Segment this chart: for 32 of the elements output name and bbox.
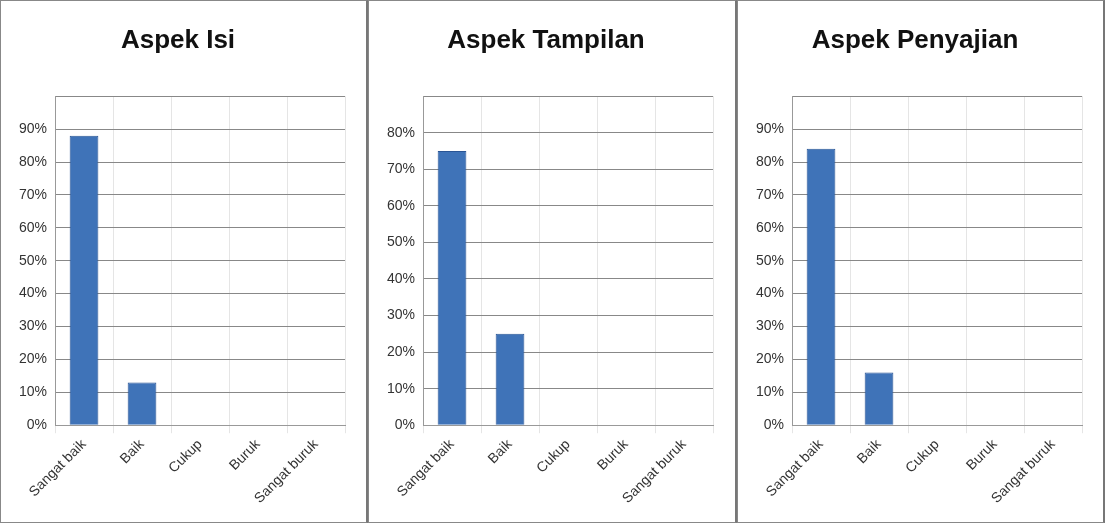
y-tick-label: 0% <box>763 416 784 433</box>
y-tick-label: 50% <box>755 251 784 268</box>
y-tick-label: 60% <box>755 218 784 235</box>
y-tick-label: 0% <box>26 416 48 433</box>
y-tick-label: 80% <box>755 152 784 169</box>
y-tick-label: 50% <box>18 251 48 268</box>
y-tick-label: 10% <box>18 383 48 400</box>
y-tick-label: 30% <box>18 317 48 334</box>
chart-title: Aspek Tampilan <box>447 23 646 54</box>
y-tick-label: 0% <box>395 416 416 433</box>
y-tick-label: 30% <box>755 317 784 334</box>
y-tick-label: 60% <box>387 196 416 213</box>
y-tick-label: 40% <box>755 284 784 301</box>
y-tick-label: 80% <box>18 152 48 169</box>
y-tick-label: 30% <box>387 306 416 323</box>
y-tick-label: 20% <box>755 350 784 367</box>
y-tick-label: 70% <box>755 185 784 202</box>
y-tick-label: 40% <box>387 269 416 286</box>
y-tick-label: 40% <box>18 284 48 301</box>
y-tick-label: 70% <box>18 185 48 202</box>
chart-title: Aspek Isi <box>120 23 236 54</box>
chart-title: Aspek Penyajian <box>811 23 1018 54</box>
y-tick-label: 90% <box>755 119 784 136</box>
y-tick-label: 90% <box>18 119 48 136</box>
y-tick-label: 80% <box>387 123 416 140</box>
y-tick-label: 20% <box>387 342 416 359</box>
y-tick-label: 20% <box>18 350 48 367</box>
y-tick-label: 60% <box>18 218 48 235</box>
y-tick-label: 10% <box>387 379 416 396</box>
y-tick-label: 70% <box>387 160 416 177</box>
y-tick-label: 50% <box>387 233 416 250</box>
y-tick-label: 10% <box>755 383 784 400</box>
